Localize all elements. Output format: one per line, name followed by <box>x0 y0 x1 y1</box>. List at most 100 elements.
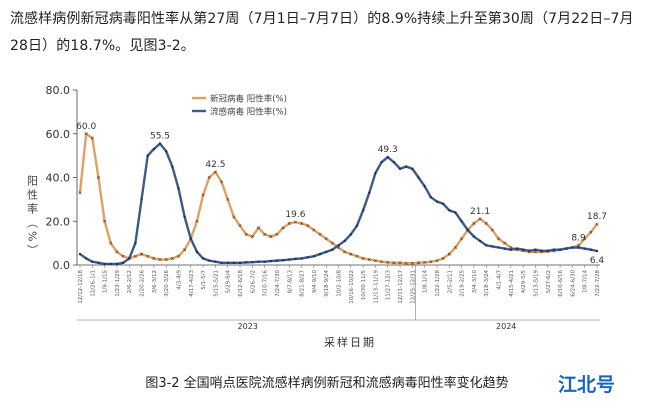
x-tick-label: 2/19-2/25 <box>460 270 466 297</box>
point-marker <box>577 246 580 249</box>
point-marker <box>134 242 137 245</box>
point-marker <box>515 247 518 250</box>
point-marker <box>362 209 365 212</box>
point-marker <box>79 253 81 256</box>
point-marker <box>453 245 457 250</box>
point-marker <box>343 250 347 254</box>
x-tick-label: 2/6-2/12 <box>127 270 133 293</box>
x-tick-label: 7/22-7/28 <box>595 270 601 297</box>
point-marker <box>202 257 205 260</box>
point-marker <box>534 248 537 251</box>
x-tick-label: 8/21-8/27 <box>300 270 306 297</box>
caption: 图3-2 全国哨点医院流感样病例新冠和流感病毒阳性率变化趋势 <box>145 376 509 391</box>
point-marker <box>269 235 273 239</box>
point-marker <box>589 248 592 251</box>
point-marker <box>374 172 377 175</box>
point-marker <box>122 261 125 264</box>
point-marker <box>454 211 457 214</box>
point-marker <box>165 150 168 153</box>
point-marker <box>546 249 549 252</box>
x-tick-label: 7/24-7/30 <box>275 270 281 297</box>
point-marker <box>331 248 334 251</box>
point-marker <box>392 161 395 164</box>
point-marker <box>282 259 285 262</box>
point-marker <box>596 250 598 252</box>
point-marker <box>416 261 421 265</box>
point-marker <box>565 247 568 250</box>
y-tick-label: 40.0 <box>46 172 71 185</box>
x-tick-label: 3/18-3/24 <box>484 270 490 297</box>
point-marker <box>232 261 235 264</box>
x-tick-label: 2/20-2/26 <box>140 270 146 297</box>
point-marker <box>478 217 482 221</box>
legend-label: 流感病毒 阳性率(%) <box>210 107 287 118</box>
point-marker <box>115 250 119 254</box>
point-marker <box>140 252 144 256</box>
point-marker <box>275 259 278 262</box>
point-marker <box>220 180 224 184</box>
y-axis-label: 阳性率（%） <box>26 175 39 259</box>
point-marker <box>208 259 211 262</box>
point-marker <box>552 248 555 251</box>
point-marker <box>503 247 506 250</box>
x-tick-label: 4/17-4/23 <box>189 270 195 297</box>
point-marker <box>263 232 267 236</box>
point-marker <box>263 260 266 263</box>
x-tick-label: 10/30-11/5 <box>361 270 367 301</box>
x-tick-label: 12/25-12/31 <box>410 270 416 304</box>
point-marker <box>423 185 426 188</box>
point-marker <box>460 237 464 241</box>
point-marker <box>583 247 586 250</box>
point-marker <box>411 167 414 170</box>
point-marker <box>281 226 285 230</box>
point-marker <box>330 241 334 245</box>
point-marker <box>109 241 113 245</box>
point-marker <box>195 219 199 223</box>
point-marker <box>220 261 223 264</box>
point-marker <box>133 254 137 258</box>
point-marker <box>349 252 353 256</box>
x-tick-label: 11/13-11/19 <box>373 270 379 304</box>
point-marker <box>103 219 107 223</box>
point-marker <box>380 161 383 164</box>
point-marker <box>435 200 438 203</box>
point-marker <box>232 215 236 219</box>
year-label: 2023 <box>238 322 258 331</box>
point-marker <box>164 258 168 262</box>
point-marker <box>183 215 186 218</box>
point-marker <box>435 259 439 263</box>
point-marker <box>146 254 150 258</box>
x-tick-label: 5/27-6/2 <box>546 270 552 293</box>
data-label: 6.4 <box>590 256 605 266</box>
x-axis-label: 采样日期 <box>324 335 376 349</box>
y-tick-label: 60.0 <box>46 128 71 141</box>
point-marker <box>91 260 94 263</box>
point-marker <box>90 136 94 140</box>
x-tick-label: 1/8-1/14 <box>423 269 429 293</box>
point-marker <box>472 221 476 225</box>
x-tick-label: 1/9-1/15 <box>103 269 109 293</box>
x-tick-label: 5/15-5/21 <box>213 270 219 297</box>
x-tick-label: 1/22-1/28 <box>435 270 441 297</box>
chart: 0.0 20.0 40.0 60.0 80.0 阳性率（%） 12/12-12/18 12/2… <box>26 84 608 349</box>
point-marker <box>509 248 512 251</box>
x-tick-label: 8/7-8/13 <box>287 269 293 293</box>
point-marker <box>250 235 254 239</box>
x-tick-label: 12/12-12/18 <box>78 270 84 304</box>
point-marker <box>85 257 88 260</box>
point-marker <box>540 249 543 252</box>
point-marker <box>109 262 112 265</box>
point-marker <box>245 261 248 264</box>
y-tick-label: 0.0 <box>53 259 71 272</box>
data-label: 18.7 <box>587 212 607 222</box>
point-marker <box>176 254 180 258</box>
point-marker <box>158 258 162 262</box>
y-tick-label: 80.0 <box>46 84 71 97</box>
point-marker <box>349 233 352 236</box>
watermark: 江北号 <box>558 374 616 396</box>
point-marker <box>448 209 451 212</box>
point-marker <box>355 254 359 258</box>
point-marker <box>256 226 261 230</box>
point-marker <box>355 224 358 227</box>
point-marker <box>479 239 482 242</box>
